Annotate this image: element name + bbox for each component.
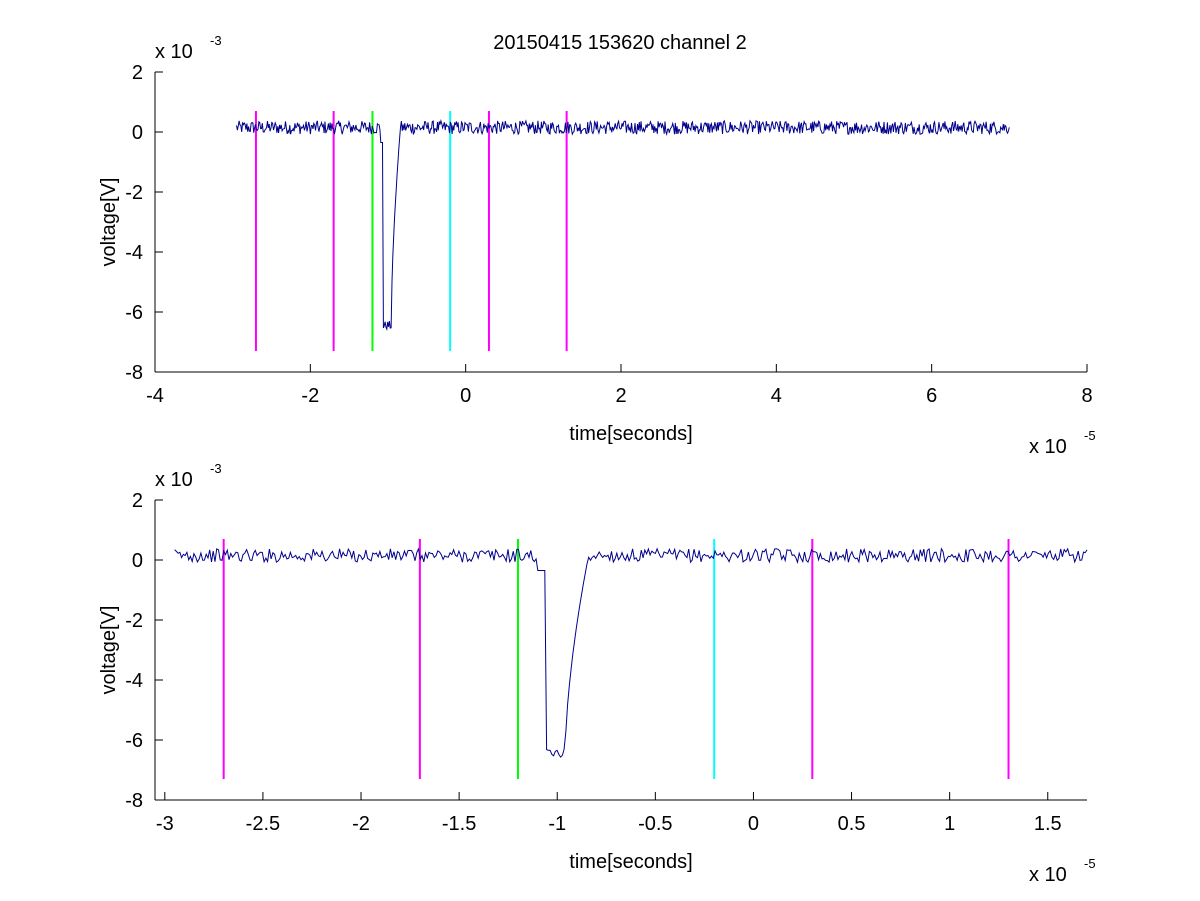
top-subplot: 20-2-4-6-8-4 -2 0 2 4 6 8time[seconds]voltage[… xyxy=(98,33,1096,458)
x-tick-label: 8 xyxy=(1081,385,1092,407)
x-tick-label: 0.5 xyxy=(838,813,866,835)
x-multiplier-exponent: -5 xyxy=(1084,428,1096,443)
x-tick-label: -1 xyxy=(548,813,566,835)
x-tick-label: -1.5 xyxy=(442,813,476,835)
y-tick-label: 2 xyxy=(132,490,143,512)
x-axis-label: time[seconds] xyxy=(569,423,692,445)
y-tick-label: -8 xyxy=(125,362,143,384)
x-tick-label: 1.5 xyxy=(1034,813,1062,835)
chart-title: 20150415 153620 channel 2 xyxy=(493,32,747,54)
y-multiplier: x 10 xyxy=(155,41,193,63)
x-tick-label: 0 xyxy=(460,385,471,407)
x-tick-label: 2 xyxy=(615,385,626,407)
x-multiplier: x 10 xyxy=(1029,864,1067,886)
x-tick-label: 4 xyxy=(771,385,782,407)
y-tick-label: -8 xyxy=(125,790,143,812)
x-tick-label: -2 xyxy=(301,385,319,407)
x-multiplier: x 10 xyxy=(1029,436,1067,458)
y-tick-label: -4 xyxy=(125,670,143,692)
y-multiplier: x 10 xyxy=(155,469,193,491)
bottom-subplot: 2 0 -2 -4 -6 -8 -3 -2.5 -2 -1.5 -1 -0.5 0 0.5 1 1.5 time… xyxy=(98,461,1096,886)
y-multiplier-exponent: -3 xyxy=(210,33,222,48)
y-tick-label: 0 xyxy=(132,122,143,144)
y-tick-label: -2 xyxy=(125,182,143,204)
voltage-trace xyxy=(236,119,1010,332)
x-axis-label: time[seconds] xyxy=(569,851,692,873)
y-tick-label: -6 xyxy=(125,730,143,752)
y-multiplier-exponent: -3 xyxy=(210,461,222,476)
x-tick-label: -4 xyxy=(146,385,164,407)
y-tick-label: -6 xyxy=(125,302,143,324)
x-tick-label: -3 xyxy=(156,813,174,835)
voltage-trace xyxy=(174,547,1088,758)
y-axis-label: voltage[V] xyxy=(98,178,120,267)
x-tick-label: -2 xyxy=(352,813,370,835)
x-tick-label: -2.5 xyxy=(246,813,280,835)
x-tick-label: 1 xyxy=(944,813,955,835)
y-tick-label: -2 xyxy=(125,610,143,632)
x-tick-label: 0 xyxy=(748,813,759,835)
y-tick-label: 2 xyxy=(132,62,143,84)
y-axis-label: voltage[V] xyxy=(98,606,120,695)
y-tick-label: -4 xyxy=(125,242,143,264)
y-tick-label: 0 xyxy=(132,550,143,572)
x-tick-label: -0.5 xyxy=(638,813,672,835)
x-tick-label: 6 xyxy=(926,385,937,407)
x-multiplier-exponent: -5 xyxy=(1084,856,1096,871)
